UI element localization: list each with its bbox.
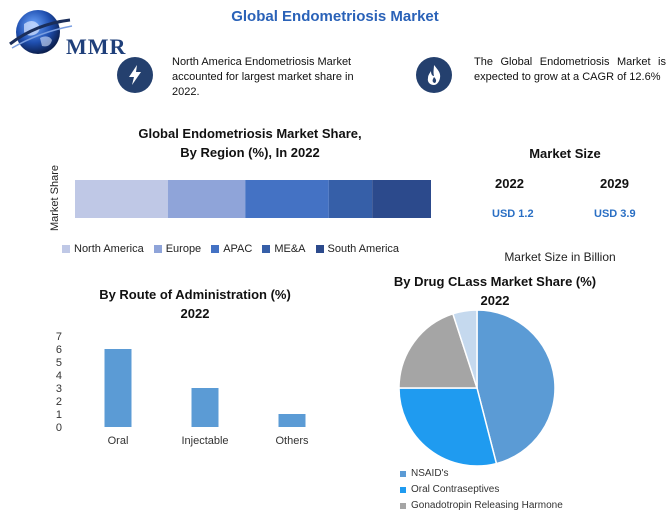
- pie-slice-other-3: [451, 309, 478, 389]
- pie-legend-item-gonadotropin-releasing-harmone: Gonadotropin Releasing Harmone: [400, 498, 563, 514]
- drug-class-chart-title: By Drug CLass Market Share (%) 2022: [375, 272, 615, 310]
- market-size-title: Market Size: [529, 146, 601, 161]
- legend-swatch: [400, 487, 406, 493]
- route-y-tick: 6: [56, 344, 62, 356]
- route-chart-title: By Route of Administration (%) 2022: [60, 285, 330, 323]
- region-chart-title-line1: Global Endometriosis Market Share,: [138, 126, 362, 141]
- legend-item-apac: APAC: [211, 243, 252, 255]
- legend-swatch: [211, 245, 220, 253]
- legend-label: Oral Contraseptives: [411, 484, 500, 495]
- legend-label: APAC: [223, 243, 253, 255]
- route-y-tick: 7: [56, 331, 62, 343]
- region-chart-title: Global Endometriosis Market Share, By Re…: [60, 124, 440, 162]
- drug-class-chart-title-line1: By Drug CLass Market Share (%): [393, 274, 597, 289]
- region-stacked-bar-chart: Market Share: [49, 165, 431, 231]
- region-segment-me-a: [328, 180, 373, 218]
- pie-slice-gonadotropin-releasing-harmone: [398, 312, 479, 389]
- legend-item-me-a: ME&A: [262, 243, 306, 255]
- legend-swatch: [315, 245, 324, 253]
- route-y-tick: 3: [56, 383, 62, 395]
- flame-icon: [416, 57, 452, 93]
- route-y-tick: 1: [56, 409, 62, 421]
- legend-label: North America: [74, 243, 144, 255]
- legend-label: NSAID's: [411, 468, 449, 479]
- legend-swatch: [62, 245, 70, 253]
- legend-swatch: [262, 245, 271, 253]
- route-bar-injectable: [191, 388, 219, 427]
- pie-legend-item-oral-contraseptives: Oral Contraseptives: [400, 482, 563, 498]
- logo-text: MMR: [66, 34, 127, 59]
- route-x-label: Injectable: [181, 435, 228, 447]
- region-segment-apac: [245, 180, 329, 218]
- info-text-cagr: The Global Endometriosis Market is expec…: [474, 56, 666, 83]
- pie-slice-oral-contraseptives: [398, 387, 498, 467]
- mmr-logo: MMR: [6, 4, 136, 64]
- drug-class-legend: NSAID's Oral Contraseptives Gonadotropin R…: [400, 466, 563, 514]
- route-x-label: Others: [275, 435, 309, 447]
- pie-slice-nsaid-s: [476, 309, 556, 465]
- route-y-tick: 0: [56, 422, 62, 434]
- lightning-icon: [117, 57, 153, 93]
- legend-label: South America: [327, 243, 400, 255]
- market-size-value-2029: USD 3.9: [594, 208, 636, 220]
- legend-swatch: [400, 471, 406, 477]
- market-size-note: Market Size in Billion: [504, 250, 616, 264]
- route-chart-title-line2: 2022: [180, 306, 210, 321]
- region-legend: North America Europe APAC ME&A South America: [62, 243, 409, 255]
- legend-item-south-america: South America: [315, 243, 400, 255]
- route-bar-others: [278, 414, 306, 427]
- route-y-tick: 2: [56, 396, 62, 408]
- info-text-north-america: North America Endometriosis Market accou…: [172, 56, 354, 98]
- region-segment-north-america: [75, 180, 168, 218]
- legend-swatch: [400, 503, 406, 509]
- legend-swatch: [153, 245, 162, 253]
- legend-item-north-america: North America: [62, 243, 144, 255]
- legend-label: ME&A: [274, 243, 306, 255]
- region-segment-south-america: [372, 180, 431, 218]
- route-y-tick: 4: [56, 370, 62, 382]
- route-bar-oral: [104, 349, 132, 427]
- drug-class-pie-chart: [398, 309, 556, 467]
- pie-legend-item-nsaid-s: NSAID's: [400, 466, 563, 482]
- route-chart-title-line1: By Route of Administration (%): [99, 287, 291, 302]
- drug-class-chart-title-line2: 2022: [480, 293, 510, 308]
- route-x-label: Oral: [108, 435, 129, 447]
- legend-item-europe: Europe: [153, 243, 202, 255]
- globe-icon: [9, 10, 73, 54]
- market-size-year-2022: 2022: [495, 176, 524, 191]
- region-y-axis-label: Market Share: [49, 165, 61, 231]
- route-y-tick: 5: [56, 357, 62, 369]
- legend-label: Gonadotropin Releasing Harmone: [411, 500, 563, 511]
- region-segment-europe: [167, 180, 246, 218]
- region-chart-title-line2: By Region (%), In 2022: [180, 145, 320, 160]
- market-size-year-2029: 2029: [600, 176, 629, 191]
- market-size-value-2022: USD 1.2: [492, 208, 534, 220]
- page-title: Global Endometriosis Market: [231, 8, 439, 25]
- legend-label: Europe: [165, 243, 202, 255]
